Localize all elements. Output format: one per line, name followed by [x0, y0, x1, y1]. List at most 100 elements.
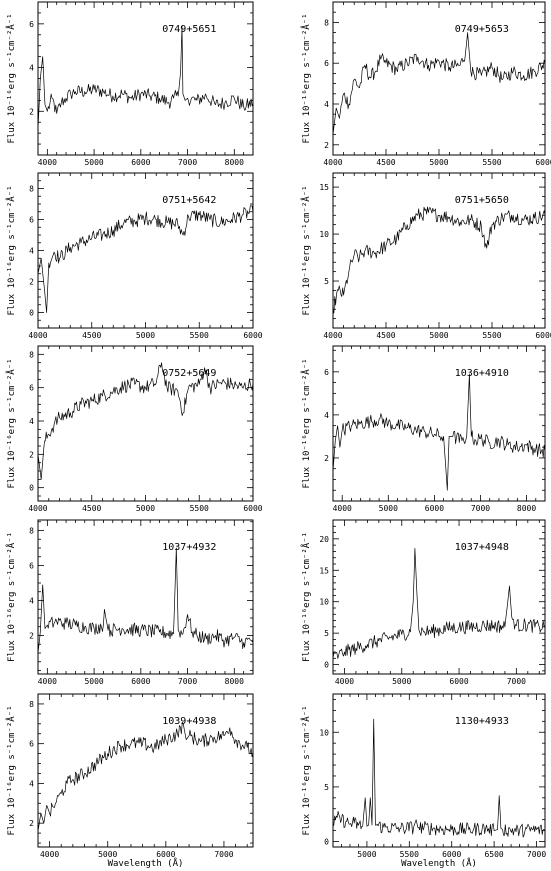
y-tick-label: 2	[29, 819, 34, 828]
y-tick-label: 10	[319, 598, 329, 607]
y-tick-label: 4	[29, 417, 34, 426]
spectrum-panel-3: 4000 4500 5000 5500 6000 0 2 4 6 8 0751+5642 Flux 1…	[5, 172, 263, 340]
x-tick-label: 5000	[429, 158, 448, 167]
spectrum-panel-7: 4000 5000 6000 7000 8000 2 4 6 8 1037+4932 Flux 10…	[5, 519, 254, 686]
x-tick-label: 4000	[28, 331, 47, 340]
y-axis-label: Flux 10⁻¹⁶erg s⁻¹cm⁻²Å⁻¹	[5, 532, 17, 662]
x-tick-label: 5000	[357, 850, 376, 859]
y-tick-label: 8	[29, 527, 34, 536]
y-tick-label: 6	[29, 740, 34, 749]
x-tick-label: 4500	[82, 331, 101, 340]
x-tick-label: 7000	[178, 158, 197, 167]
x-tick-label: 6000	[131, 677, 150, 686]
x-tick-label: 7000	[527, 850, 546, 859]
y-tick-label: 5	[324, 629, 329, 638]
x-tick-label: 6000	[131, 158, 150, 167]
x-tick-label: 5000	[429, 331, 448, 340]
panel-title: 1037+4948	[455, 542, 509, 553]
x-tick-label: 5000	[84, 677, 103, 686]
plot-frame	[37, 1, 254, 156]
x-tick-label: 4000	[323, 331, 342, 340]
x-tick-label: 5000	[392, 677, 411, 686]
y-tick-label: 5	[324, 783, 329, 792]
plot-frame	[332, 345, 546, 502]
spectrum-line	[332, 32, 546, 135]
spectrum-panel-4: 4000 4500 5000 5500 6000 5 10 15 0751+5650 Flux 1…	[300, 172, 551, 340]
y-tick-label: 2	[29, 278, 34, 287]
plot-frame	[332, 519, 546, 675]
x-tick-label: 5500	[190, 331, 209, 340]
x-tick-label: 4000	[28, 504, 47, 513]
y-axis-label: Flux 10⁻¹⁶erg s⁻¹cm⁻²Å⁻¹	[5, 185, 17, 315]
y-tick-label: 6	[29, 562, 34, 571]
y-tick-label: 8	[29, 350, 34, 359]
x-tick-label: 6000	[243, 331, 262, 340]
plot-frame	[37, 172, 254, 329]
y-tick-label: 8	[29, 700, 34, 709]
plot-frame	[332, 1, 546, 156]
y-tick-label: 5	[324, 277, 329, 286]
y-tick-label: 2	[324, 141, 329, 150]
spectrum-line	[332, 547, 546, 659]
y-tick-label: 4	[29, 64, 34, 73]
x-tick-label: 7000	[507, 677, 526, 686]
x-tick-label: 5000	[84, 158, 103, 167]
spectrum-line	[332, 718, 546, 838]
panel-title: 0751+5642	[162, 195, 216, 206]
x-tick-label: 4000	[38, 158, 57, 167]
panel-title: 0752+5649	[162, 368, 216, 379]
x-tick-label: 4000	[40, 850, 59, 859]
x-tick-label: 6000	[156, 850, 175, 859]
y-tick-label: 10	[319, 728, 329, 737]
x-tick-label: 4000	[333, 504, 352, 513]
y-tick-label: 0	[324, 661, 329, 670]
x-tick-label: 8000	[517, 504, 536, 513]
y-tick-label: 6	[29, 20, 34, 29]
spectrum-line	[332, 373, 546, 491]
panel-title: 1039+4938	[162, 716, 216, 727]
spectrum-line	[37, 721, 254, 832]
y-axis-label: Flux 10⁻¹⁶erg s⁻¹cm⁻²Å⁻¹	[300, 705, 312, 835]
y-axis-label: Flux 10⁻¹⁶erg s⁻¹cm⁻²Å⁻¹	[300, 532, 312, 662]
x-tick-label: 5000	[98, 850, 117, 859]
x-tick-label: 6000	[449, 677, 468, 686]
plot-frame	[37, 693, 254, 848]
x-tick-label: 8000	[225, 677, 244, 686]
y-tick-label: 6	[324, 59, 329, 68]
y-tick-label: 15	[319, 183, 329, 192]
y-axis-label: Flux 10⁻¹⁶erg s⁻¹cm⁻²Å⁻¹	[300, 13, 312, 143]
x-tick-label: 6000	[535, 331, 551, 340]
y-axis-label: Flux 10⁻¹⁶erg s⁻¹cm⁻²Å⁻¹	[5, 358, 17, 488]
y-tick-label: 6	[324, 368, 329, 377]
y-tick-label: 8	[29, 185, 34, 194]
panel-title: 0749+5653	[455, 24, 509, 35]
y-tick-label: 6	[29, 384, 34, 393]
y-axis-label: Flux 10⁻¹⁶erg s⁻¹cm⁻²Å⁻¹	[300, 358, 312, 488]
y-axis-label: Flux 10⁻¹⁶erg s⁻¹cm⁻²Å⁻¹	[300, 185, 312, 315]
y-tick-label: 0	[324, 838, 329, 847]
y-tick-label: 10	[319, 230, 329, 239]
y-tick-label: 15	[319, 566, 329, 575]
spectrum-panel-6: 4000 5000 6000 7000 8000 2 4 6 1036+4910 Flux 10⁻…	[300, 345, 546, 513]
y-tick-label: 2	[29, 107, 34, 116]
x-tick-label: 6000	[243, 504, 262, 513]
x-tick-label: 8000	[225, 158, 244, 167]
panel-title: 0751+5650	[455, 195, 509, 206]
plot-frame	[37, 519, 254, 675]
panel-title: 1130+4933	[455, 716, 509, 727]
x-tick-label: 5000	[379, 504, 398, 513]
y-axis-label: Flux 10⁻¹⁶erg s⁻¹cm⁻²Å⁻¹	[5, 705, 17, 835]
spectrum-panel-2: 4000 4500 5000 5500 6000 2 4 6 8 0749+5653 Flux 10…	[300, 1, 551, 167]
y-axis-label: Flux 10⁻¹⁶erg s⁻¹cm⁻²Å⁻¹	[5, 13, 17, 143]
x-tick-label: 5500	[482, 331, 501, 340]
y-tick-label: 0	[29, 484, 34, 493]
spectrum-panel-1: 4000 5000 6000 7000 8000 2 4 6 0749+5651 Flux 10⁻…	[5, 1, 254, 167]
x-tick-label: 4500	[82, 504, 101, 513]
x-tick-label: 5500	[190, 504, 209, 513]
y-tick-label: 6	[29, 216, 34, 225]
x-tick-label: 6000	[442, 850, 461, 859]
y-tick-label: 0	[29, 309, 34, 318]
x-tick-label: 6000	[535, 158, 551, 167]
x-axis-label: Wavelength (Å)	[108, 857, 184, 869]
